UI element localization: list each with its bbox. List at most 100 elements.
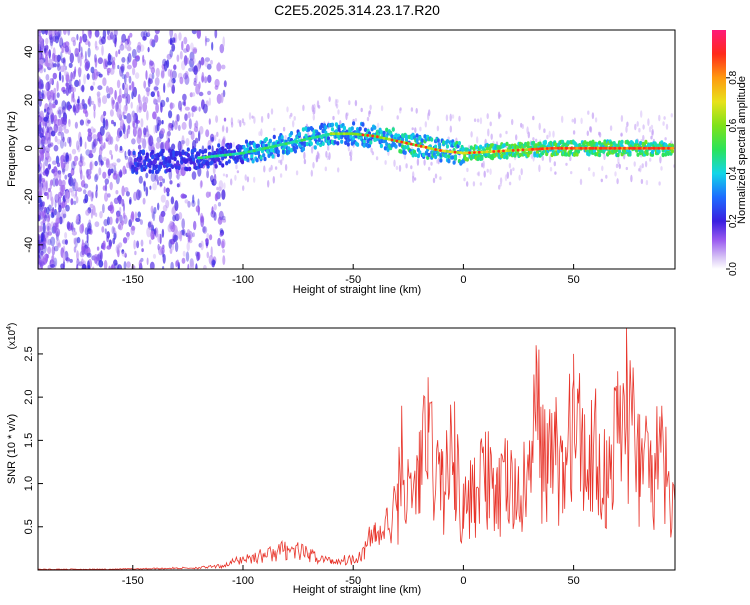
heatmap-cell xyxy=(106,231,110,239)
heatmap-cell xyxy=(64,45,70,53)
heatmap-cell xyxy=(383,146,387,151)
heatmap-cell xyxy=(658,181,661,186)
heatmap-cell xyxy=(635,139,639,144)
heatmap-cell xyxy=(520,168,523,176)
heatmap-cell xyxy=(205,155,209,159)
heatmap-cell xyxy=(290,112,293,117)
heatmap-cell xyxy=(155,116,160,121)
heatmap-cell xyxy=(546,134,549,140)
heatmap-cell xyxy=(63,160,69,172)
heatmap-cell xyxy=(79,36,83,44)
heatmap-cell xyxy=(73,237,76,245)
heatmap-cell xyxy=(253,176,256,183)
heatmap-cell xyxy=(153,86,159,91)
heatmap-cell xyxy=(376,135,379,139)
heatmap-cell xyxy=(139,44,145,52)
heatmap-cell xyxy=(186,147,190,152)
heatmap-cell xyxy=(225,126,229,134)
heatmap-cell xyxy=(44,108,46,113)
heatmap-cell xyxy=(104,58,108,68)
heatmap-cell xyxy=(206,232,210,240)
heatmap-cell xyxy=(505,141,509,147)
heatmap-cell xyxy=(142,36,147,41)
heatmap-cell xyxy=(352,121,356,126)
heatmap-cell xyxy=(445,114,449,122)
heatmap-cell xyxy=(94,221,100,228)
heatmap-cell xyxy=(190,42,194,51)
heatmap-cell xyxy=(445,144,450,149)
heatmap-cell xyxy=(55,177,59,187)
heatmap-cell xyxy=(55,155,60,165)
heatmap-cell xyxy=(109,32,114,40)
heatmap-cell xyxy=(376,122,380,128)
heatmap-cell xyxy=(572,130,576,135)
heatmap-cell xyxy=(665,123,669,130)
heatmap-cell xyxy=(198,91,204,97)
heatmap-cell xyxy=(476,136,479,144)
heatmap-cell xyxy=(303,151,306,160)
heatmap-cell xyxy=(193,65,198,75)
heatmap-cell xyxy=(538,122,541,131)
heatmap-cell xyxy=(53,245,59,252)
heatmap-cell xyxy=(499,133,502,138)
y-tick-label: 1.5 xyxy=(23,433,35,448)
heatmap-cell xyxy=(316,135,320,139)
heatmap-cell xyxy=(58,191,63,199)
heatmap-cell xyxy=(428,109,431,117)
heatmap-cell xyxy=(317,137,321,142)
heatmap-cell xyxy=(416,153,420,159)
heatmap-cell xyxy=(251,115,254,119)
heatmap-cell xyxy=(178,212,183,220)
heatmap-cell xyxy=(293,116,296,121)
heatmap-cell xyxy=(87,47,91,58)
heatmap-cell xyxy=(434,148,437,151)
heatmap-cell xyxy=(106,159,109,166)
heatmap-cell xyxy=(663,116,666,120)
heatmap-cell xyxy=(53,257,58,267)
heatmap-cell xyxy=(68,136,72,148)
heatmap-cell xyxy=(548,130,551,138)
heatmap-cell xyxy=(481,162,484,168)
heatmap-cell xyxy=(598,140,602,145)
heatmap-cell xyxy=(49,89,55,98)
heatmap-cell xyxy=(540,147,544,151)
heatmap-cell xyxy=(588,146,593,150)
heatmap-cell xyxy=(38,30,42,34)
heatmap-cell xyxy=(385,127,389,132)
heatmap-cell xyxy=(263,156,267,162)
heatmap-cell xyxy=(106,30,110,36)
heatmap-cell xyxy=(649,157,652,162)
heatmap-cell xyxy=(41,243,47,254)
heatmap-cell xyxy=(601,165,604,172)
heatmap-cell xyxy=(244,174,247,181)
heatmap-cell xyxy=(332,132,336,136)
heatmap-cell xyxy=(49,78,54,85)
heatmap-cell xyxy=(430,137,434,142)
heatmap-cell xyxy=(348,100,351,106)
heatmap-cell xyxy=(59,155,65,165)
heatmap-cell xyxy=(153,97,157,104)
heatmap-cell xyxy=(62,89,67,94)
heatmap-cell xyxy=(155,164,159,169)
heatmap-cell xyxy=(87,98,91,105)
heatmap-cell xyxy=(198,149,202,154)
heatmap-cell xyxy=(40,221,44,226)
heatmap-cell xyxy=(133,191,138,201)
heatmap-cell xyxy=(258,131,261,137)
heatmap-cell xyxy=(268,145,273,149)
heatmap-cell xyxy=(79,56,82,67)
heatmap-cell xyxy=(169,180,173,185)
heatmap-cell xyxy=(240,159,245,165)
heatmap-cell xyxy=(527,148,532,151)
heatmap-cell xyxy=(489,121,492,127)
heatmap-cell xyxy=(52,177,57,187)
heatmap-cell xyxy=(432,177,436,184)
heatmap-cell xyxy=(192,105,197,113)
heatmap-cell xyxy=(545,147,549,150)
spectrogram-panel: -150 -100 -50 0 50 -40 -20 0 20 40 Height of str… xyxy=(6,29,676,296)
heatmap-cell xyxy=(509,168,513,176)
heatmap-cell xyxy=(68,119,71,127)
heatmap-cell xyxy=(162,244,165,250)
heatmap-cell xyxy=(45,62,50,68)
heatmap-cell xyxy=(64,232,68,239)
